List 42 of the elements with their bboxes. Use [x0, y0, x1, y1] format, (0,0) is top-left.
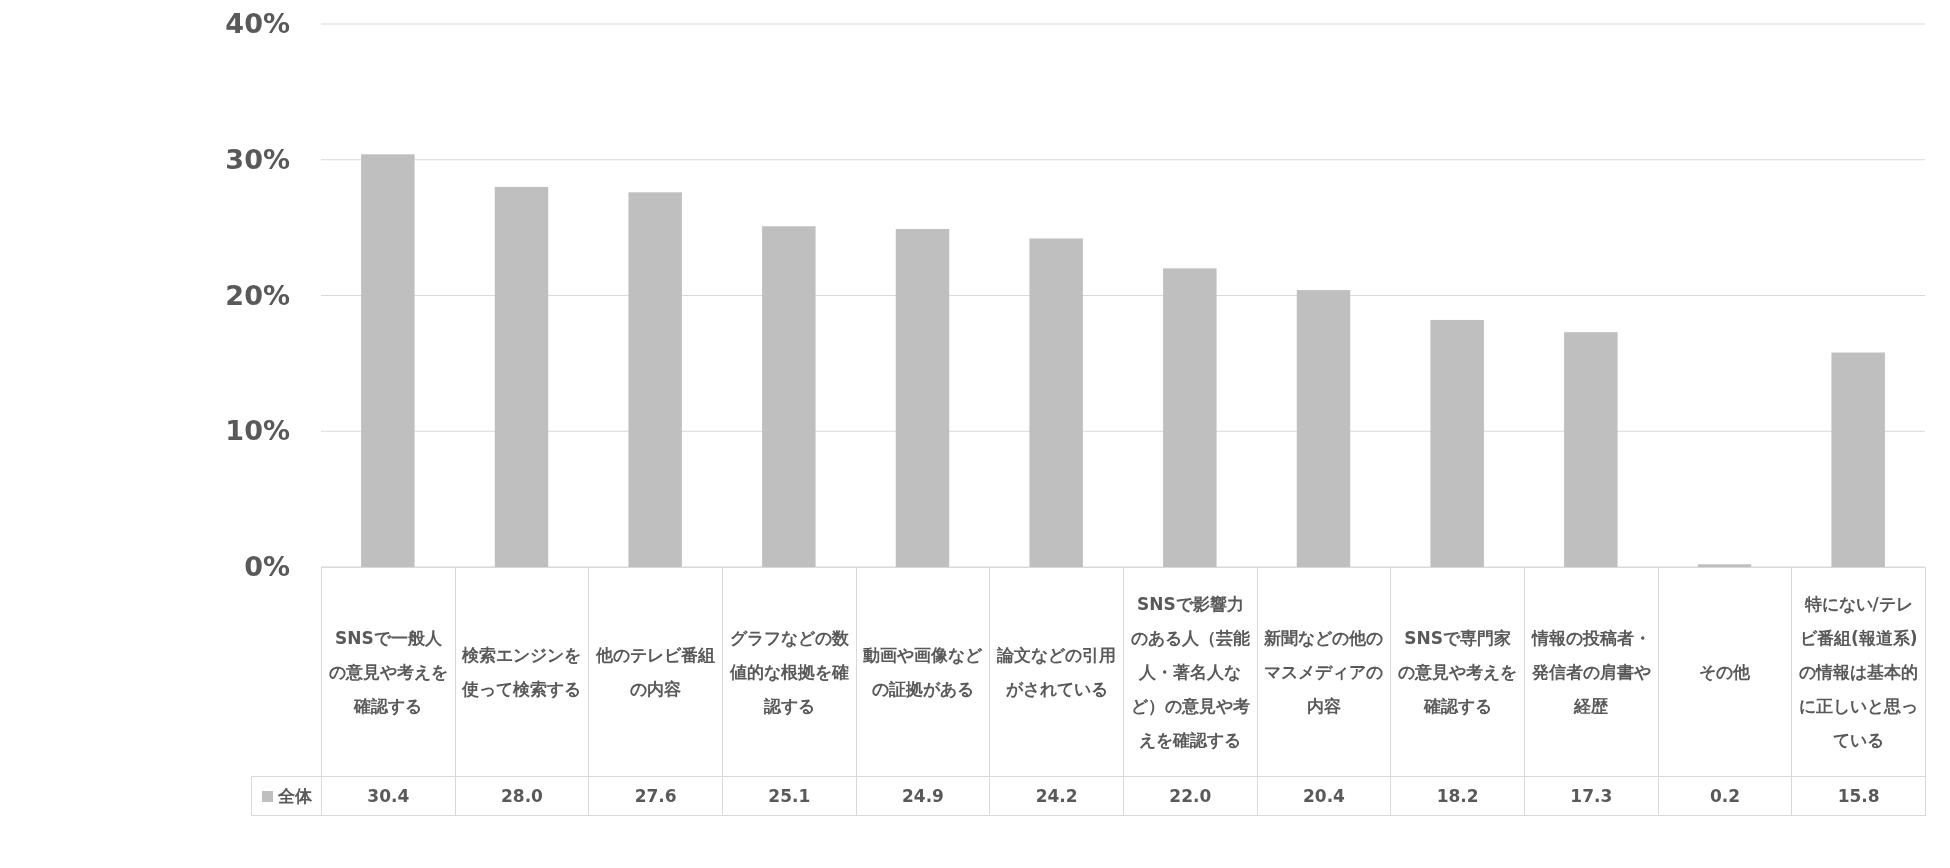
x-tick-label: SNSで影響力のある人（芸能人・著名人など）の意見や考えを確認する	[1123, 567, 1258, 777]
data-label: 17.3	[1524, 776, 1659, 816]
x-tick-label: 他のテレビ番組の内容	[588, 567, 723, 777]
bar	[1831, 352, 1885, 567]
x-tick-label: 論文などの引用がされている	[989, 567, 1124, 777]
bar	[895, 228, 950, 567]
x-tick-label: SNSで一般人の意見や考えを確認する	[321, 567, 456, 777]
data-label: 24.9	[855, 776, 991, 816]
bar	[1697, 564, 1752, 567]
x-tick-label: 情報の投稿者・発信者の肩書や経歴	[1524, 567, 1659, 777]
legend-label: 全体	[277, 785, 312, 808]
data-label: 0.2	[1657, 776, 1793, 816]
y-tick-label: 20%	[225, 279, 290, 311]
data-label: 22.0	[1123, 776, 1258, 816]
bar	[494, 186, 549, 567]
bar	[1564, 332, 1618, 567]
bar	[762, 226, 816, 567]
bar	[1296, 290, 1351, 567]
bar	[361, 154, 415, 567]
y-tick-label: 40%	[225, 8, 290, 39]
x-tick-label: 検索エンジンを使って検索する	[454, 567, 590, 777]
x-tick-label: 動画や画像などの証拠がある	[855, 567, 991, 777]
y-tick-label: 30%	[225, 143, 290, 175]
data-label: 27.6	[588, 776, 723, 816]
data-label: 15.8	[1791, 776, 1926, 816]
bar	[1163, 268, 1217, 567]
x-tick-label: 特にない/テレビ番組(報道系)の情報は基本的に正しいと思っている	[1791, 567, 1926, 777]
x-tick-label: SNSで専門家の意見や考えを確認する	[1390, 567, 1525, 777]
x-tick-label: 新聞などの他のマスメディアの内容	[1256, 567, 1392, 777]
data-label: 18.2	[1390, 776, 1525, 816]
x-tick-label: その他	[1657, 567, 1793, 777]
data-label: 30.4	[321, 776, 456, 816]
bar	[628, 192, 682, 567]
y-tick-label: 10%	[225, 415, 290, 447]
y-tick-label: 0%	[244, 551, 290, 582]
bar	[1430, 319, 1484, 567]
data-label: 24.2	[989, 776, 1124, 816]
data-label: 20.4	[1256, 776, 1392, 816]
data-label: 28.0	[454, 776, 590, 816]
x-tick-label: グラフなどの数値的な根拠を確認する	[722, 567, 857, 777]
bar	[1029, 238, 1083, 567]
data-label: 25.1	[722, 776, 857, 816]
